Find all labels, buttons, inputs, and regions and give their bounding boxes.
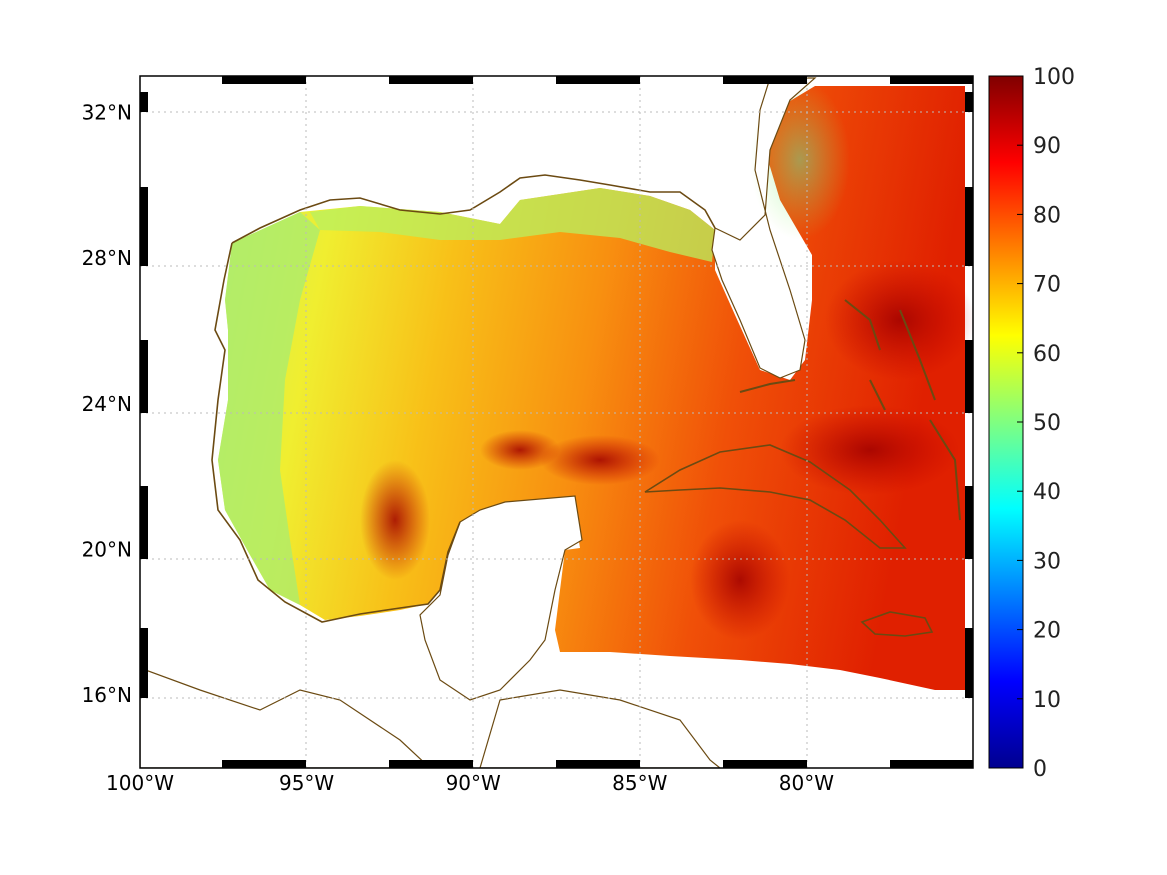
colorbar-tick-label: 0 [1033, 757, 1047, 782]
gulf-coastline [211, 174, 716, 623]
colorbar-tick-label: 10 [1033, 688, 1061, 713]
colorbar-tick-label: 80 [1033, 203, 1061, 228]
lat-tick-label: 32°N [82, 100, 132, 124]
hot-spot [825, 260, 973, 380]
florida-keys [739, 379, 796, 393]
yucatan-land [419, 495, 583, 701]
colorbar-tick-label: 30 [1033, 549, 1061, 574]
graticule [140, 76, 973, 768]
lon-tick-label: 80°W [779, 771, 834, 795]
hot-spot [360, 460, 430, 580]
lat-tick-label: 28°N [82, 246, 132, 270]
lon-tick-label: 90°W [446, 771, 501, 795]
colorbar-tick-label: 50 [1033, 411, 1061, 436]
hot-spot [540, 435, 660, 485]
hot-spot [690, 520, 790, 640]
colorbar-tick-label: 60 [1033, 342, 1061, 367]
map-frame [139, 75, 974, 769]
northern-shelf-band [310, 188, 715, 262]
mexico-coast [140, 667, 431, 768]
lat-tick-label: 20°N [82, 537, 132, 561]
lat-tick-label: 24°N [82, 392, 132, 416]
lon-tick-label: 85°W [612, 771, 667, 795]
lat-tick-label: 16°N [82, 683, 132, 707]
longitude-labels: 100°W 95°W 90°W 85°W 80°W [106, 771, 834, 795]
latitude-labels: 16°N 20°N 24°N 28°N 32°N [82, 100, 132, 707]
hot-spot [480, 430, 560, 470]
lon-tick-label: 95°W [279, 771, 334, 795]
colorbar-tick-label: 90 [1033, 134, 1061, 159]
lon-tick-label: 100°W [106, 771, 174, 795]
florida-land [711, 77, 817, 379]
data-field [218, 86, 965, 690]
bahamas-outline [844, 299, 961, 521]
cuba-outline [644, 444, 907, 549]
colorbar-tick-label: 20 [1033, 619, 1061, 644]
colorbar-tick-labels: 0 10 20 30 40 50 60 70 80 90 100 [1017, 65, 1075, 782]
central-america-coast [479, 689, 721, 768]
colorbar-tick-label: 40 [1033, 480, 1061, 505]
colorbar-tick-label: 70 [1033, 273, 1061, 298]
western-shelf-band [218, 212, 320, 605]
jamaica-outline [860, 611, 934, 637]
colorbar-tick-label: 100 [1033, 65, 1075, 90]
